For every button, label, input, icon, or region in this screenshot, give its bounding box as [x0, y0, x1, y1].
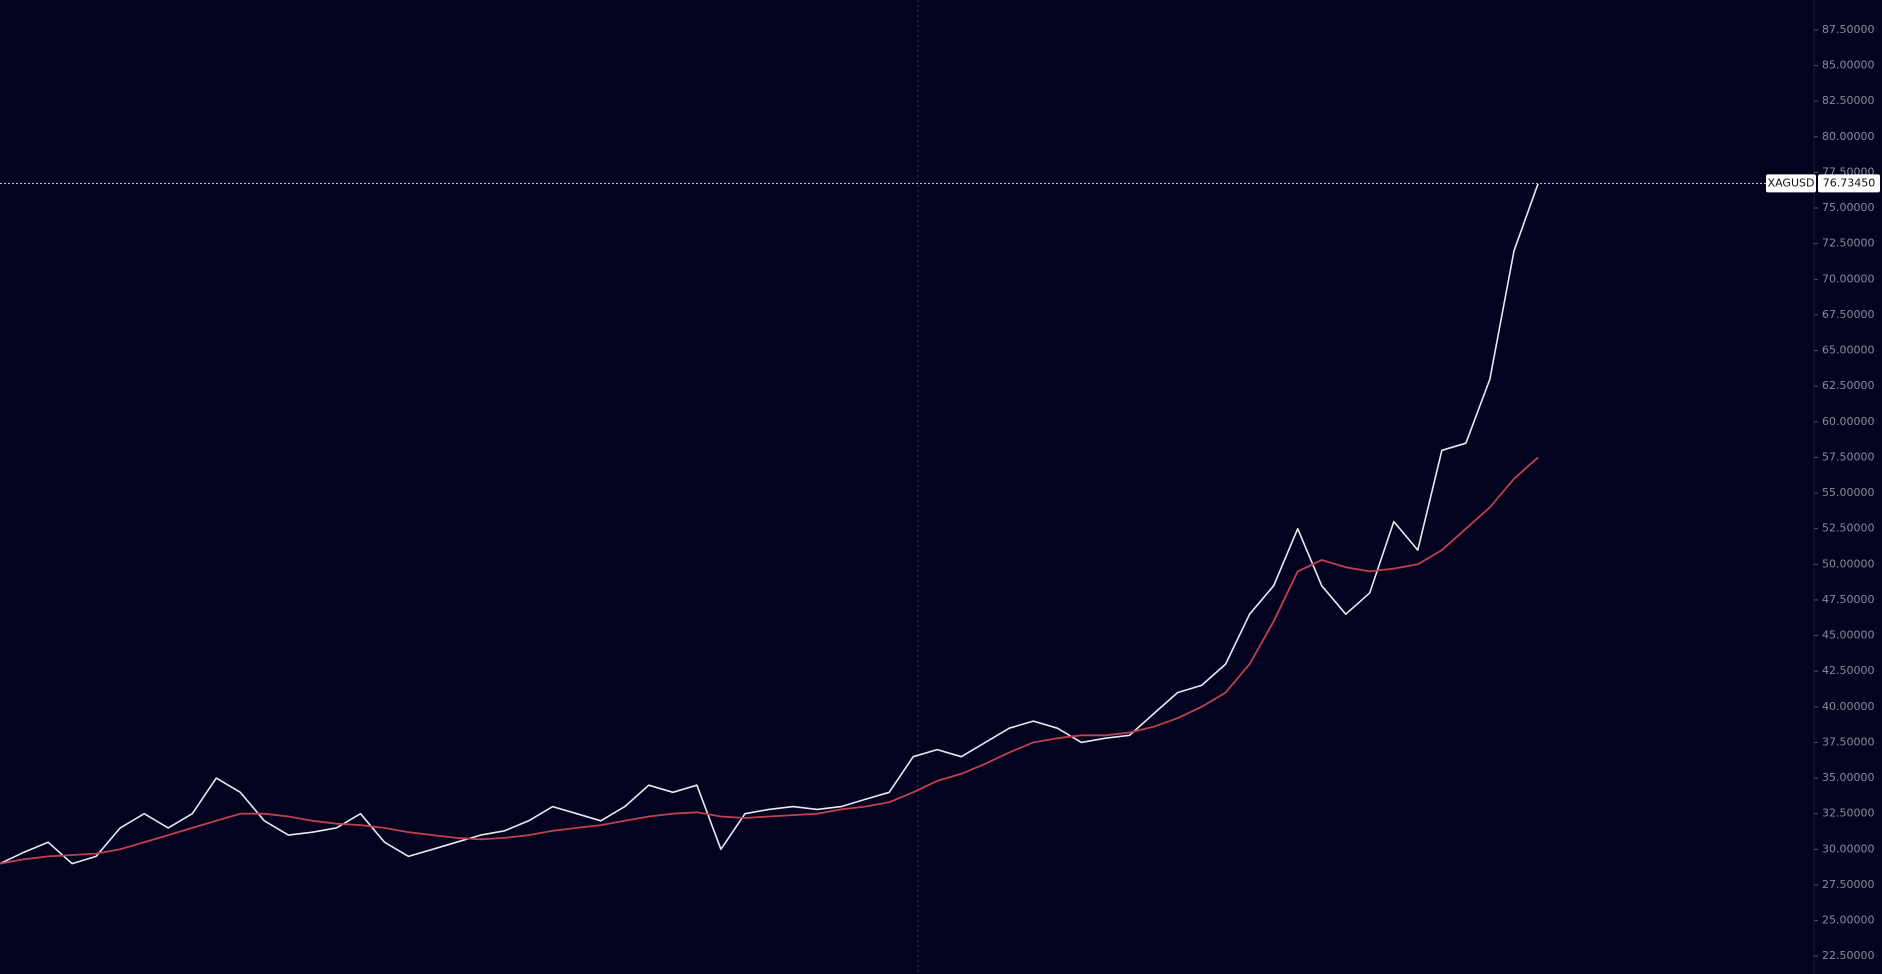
y-tick-label: 37.50000 — [1822, 735, 1875, 748]
price-label: 76.73450 — [1823, 176, 1876, 189]
y-tick-label: 80.00000 — [1822, 130, 1875, 143]
y-tick-label: 22.50000 — [1822, 949, 1875, 962]
y-tick-label: 67.50000 — [1822, 308, 1875, 321]
y-tick-label: 27.50000 — [1822, 878, 1875, 891]
y-tick-label: 65.00000 — [1822, 344, 1875, 357]
price-line — [0, 183, 1539, 865]
y-tick-label: 30.00000 — [1822, 842, 1875, 855]
symbol-box — [1766, 174, 1816, 193]
y-tick-label: 72.50000 — [1822, 237, 1875, 250]
y-tick-label: 40.00000 — [1822, 700, 1875, 713]
y-tick-label: 87.50000 — [1822, 23, 1875, 36]
y-tick-label: 32.50000 — [1822, 807, 1875, 820]
y-tick-label: 57.50000 — [1822, 450, 1875, 463]
price-box — [1818, 174, 1880, 193]
y-tick-label: 52.50000 — [1822, 522, 1875, 535]
y-tick-label: 62.50000 — [1822, 379, 1875, 392]
y-tick-label: 42.50000 — [1822, 664, 1875, 677]
y-tick-label: 75.00000 — [1822, 201, 1875, 214]
y-tick-label: 82.50000 — [1822, 94, 1875, 107]
y-tick-label: 47.50000 — [1822, 593, 1875, 606]
y-tick-label: 60.00000 — [1822, 415, 1875, 428]
y-tick-label: 35.00000 — [1822, 771, 1875, 784]
y-tick-label: 50.00000 — [1822, 557, 1875, 570]
y-tick-label: 25.00000 — [1822, 914, 1875, 927]
y-tick-label: 70.00000 — [1822, 272, 1875, 285]
y-tick-label: 85.00000 — [1822, 59, 1875, 72]
price-line — [0, 456, 1539, 865]
y-tick-label: 45.00000 — [1822, 629, 1875, 642]
symbol-label: XAGUSD — [1768, 176, 1815, 189]
y-tick-label: 55.00000 — [1822, 486, 1875, 499]
